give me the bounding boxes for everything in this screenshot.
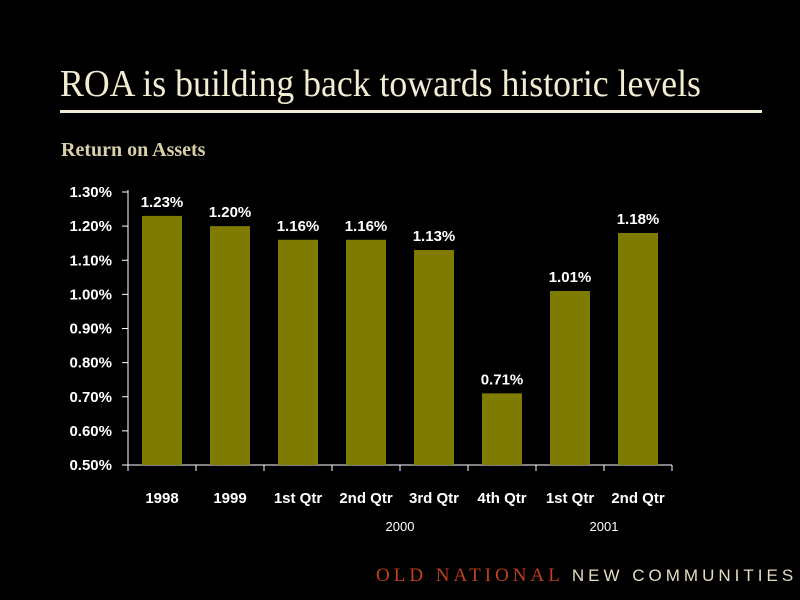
- x-tick-label: 1998: [145, 490, 178, 507]
- footer: OLD NATIONAL NEW COMMUNITIES: [376, 565, 797, 587]
- y-tick-label: 0.80%: [69, 355, 112, 372]
- chart-title: Return on Assets: [61, 139, 206, 161]
- y-tick-label: 0.70%: [69, 389, 112, 406]
- x-tick-label: 2nd Qtr: [339, 490, 392, 507]
- category-group-label: 2000: [386, 519, 415, 534]
- y-tick-label: 1.20%: [69, 218, 112, 235]
- x-tick-label: 2nd Qtr: [611, 490, 664, 507]
- data-label: 1.16%: [345, 218, 388, 235]
- slide-title: ROA is building back towards historic le…: [60, 63, 701, 105]
- x-tick-label: 1999: [213, 490, 246, 507]
- bar: [618, 232, 658, 465]
- bar: [414, 250, 454, 465]
- y-tick-label: 0.50%: [69, 457, 112, 474]
- bar: [550, 290, 590, 465]
- bar: [210, 226, 250, 465]
- bar: [482, 393, 522, 465]
- category-group-label: 2001: [590, 519, 619, 534]
- footer-tagline: NEW COMMUNITIES: [571, 566, 798, 585]
- bar: [346, 239, 386, 465]
- x-tick-label: 3rd Qtr: [409, 490, 459, 507]
- footer-brand: OLD NATIONAL: [376, 565, 564, 586]
- y-tick-label: 1.30%: [69, 184, 112, 201]
- y-tick-label: 0.90%: [69, 321, 112, 338]
- x-tick-label: 1st Qtr: [546, 490, 595, 507]
- bar: [278, 239, 318, 465]
- data-label: 1.01%: [549, 269, 592, 286]
- data-label: 1.13%: [413, 228, 456, 245]
- x-tick-label: 4th Qtr: [477, 490, 526, 507]
- bar: [142, 215, 182, 465]
- y-tick-label: 1.00%: [69, 286, 112, 303]
- data-label: 1.23%: [141, 194, 184, 211]
- y-tick-label: 1.10%: [69, 252, 112, 269]
- data-label: 0.71%: [481, 371, 524, 388]
- x-tick-label: 1st Qtr: [274, 490, 323, 507]
- title-divider: [60, 110, 762, 113]
- y-tick-label: 0.60%: [69, 423, 112, 440]
- data-label: 1.20%: [209, 204, 252, 221]
- data-label: 1.18%: [617, 211, 660, 228]
- data-label: 1.16%: [277, 218, 320, 235]
